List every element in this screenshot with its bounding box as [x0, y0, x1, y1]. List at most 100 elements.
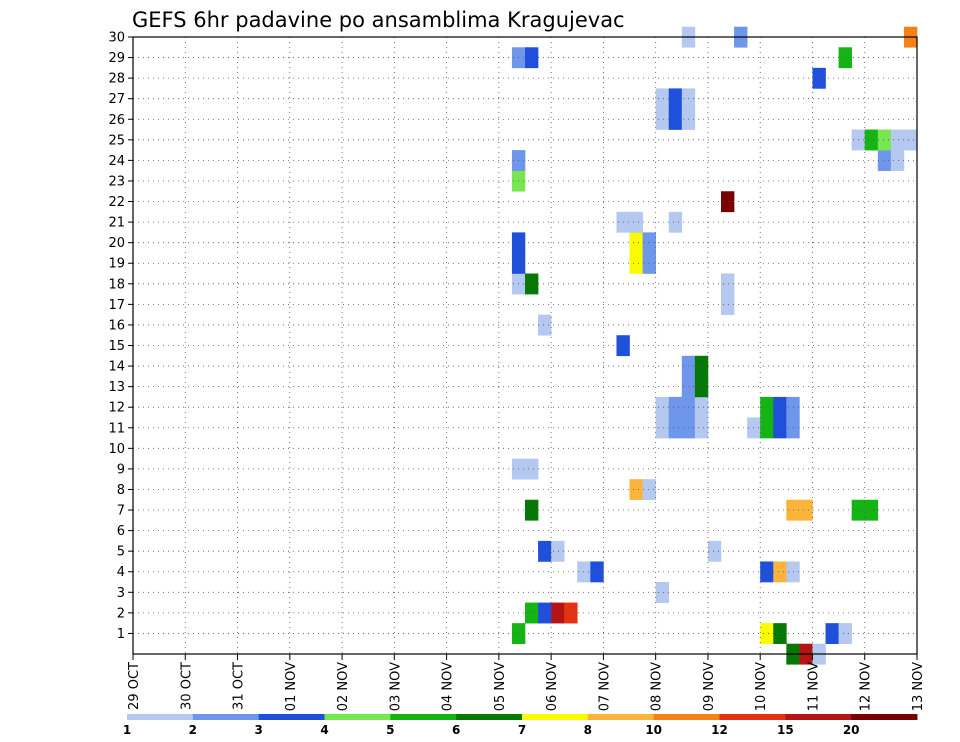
heatmap-cell	[799, 499, 813, 521]
heatmap-cell	[707, 540, 722, 562]
colorbar-segment	[719, 714, 786, 720]
colorbar-segment	[127, 714, 194, 720]
heatmap-cell	[642, 479, 656, 501]
heatmap-cell	[668, 211, 683, 233]
heatmap-cell	[538, 540, 552, 562]
heatmap-cell	[551, 602, 565, 624]
y-tick-label: 19	[108, 257, 125, 272]
colorbar-segment	[522, 714, 589, 720]
heatmap-cell	[864, 499, 879, 521]
heatmap-cell	[721, 273, 735, 295]
heatmap-cell	[538, 314, 552, 336]
colorbar-segment	[851, 714, 918, 720]
heatmap-cell	[694, 376, 709, 398]
heatmap-cell	[864, 129, 879, 151]
heatmap-cell	[655, 582, 670, 603]
heatmap-cell	[629, 232, 643, 254]
x-tick-label: 12 NOV	[859, 662, 874, 711]
heatmap-cell	[564, 602, 578, 624]
y-tick-label: 7	[117, 504, 125, 519]
heatmap-cell	[877, 129, 892, 151]
y-tick-label: 15	[108, 339, 125, 354]
x-axis-ticks: 29 OCT 30 OCT 31 OCT 01 NOV 02 NOV 03 NOV 04 N…	[127, 654, 926, 711]
heatmap-cell	[773, 561, 787, 583]
heatmap-cell	[773, 417, 787, 439]
heatmap-cell	[838, 623, 852, 645]
heatmap-cell	[838, 47, 852, 69]
y-tick-label: 2	[117, 606, 125, 621]
x-tick-label: 10 NOV	[754, 662, 769, 711]
colorbar-label: 12	[711, 723, 728, 737]
heatmap-cell	[890, 150, 905, 171]
heatmap-cell	[760, 561, 774, 583]
y-tick-label: 20	[108, 236, 125, 251]
colorbar-label: 4	[320, 723, 328, 737]
heatmap-cell	[903, 129, 918, 151]
heatmap-cell	[890, 129, 905, 151]
x-tick-label: 06 NOV	[545, 662, 560, 711]
heatmap-cell	[825, 623, 839, 645]
heatmap-cell	[590, 561, 604, 583]
heatmap-cell	[629, 211, 643, 233]
x-tick-label: 04 NOV	[441, 662, 456, 711]
heatmap-cell	[655, 396, 670, 418]
heatmap-cell	[642, 232, 656, 254]
grid-lines	[133, 36, 917, 654]
heatmap-cells	[511, 26, 918, 665]
y-tick-label: 12	[108, 401, 125, 416]
heatmap-cell	[694, 355, 709, 377]
heatmap-cell	[525, 273, 539, 295]
y-tick-label: 5	[117, 545, 125, 560]
y-tick-label: 22	[108, 195, 125, 210]
heatmap-cell	[655, 417, 670, 439]
y-tick-label: 1	[117, 627, 125, 642]
colorbar-segment	[192, 714, 260, 720]
x-tick-label: 09 NOV	[702, 662, 717, 711]
heatmap-cell	[773, 396, 787, 418]
y-tick-label: 18	[108, 277, 125, 292]
heatmap-cell	[525, 458, 539, 480]
colorbar-label: 3	[254, 723, 262, 737]
y-tick-label: 9	[117, 462, 125, 477]
x-tick-label: 07 NOV	[597, 662, 612, 711]
y-tick-label: 24	[108, 154, 125, 169]
x-tick-label: 05 NOV	[493, 662, 508, 711]
x-tick-label: 02 NOV	[336, 662, 351, 711]
heatmap-cell	[525, 499, 539, 521]
colorbar-label: 20	[843, 723, 860, 737]
y-tick-label: 21	[108, 216, 125, 231]
x-tick-label: 01 NOV	[284, 662, 299, 711]
heatmap-cell	[760, 396, 774, 418]
heatmap-cell	[760, 623, 774, 645]
colorbar-label: 8	[584, 723, 592, 737]
x-tick-label: 30 OCT	[179, 662, 194, 710]
y-tick-label: 30	[108, 31, 125, 46]
heatmap-cell	[655, 108, 670, 130]
y-tick-label: 29	[108, 51, 125, 66]
y-tick-label: 4	[117, 565, 125, 580]
heatmap-cell	[721, 191, 735, 213]
heatmap-cell	[877, 150, 892, 171]
y-tick-label: 14	[108, 360, 125, 375]
y-tick-label: 10	[108, 442, 125, 457]
heatmap-cell	[668, 88, 683, 110]
x-tick-label: 11 NOV	[806, 662, 821, 711]
y-tick-label: 27	[108, 92, 125, 107]
colorbar-segment	[324, 714, 391, 720]
colorbar-label: 6	[452, 723, 460, 737]
x-tick-label: 03 NOV	[388, 662, 403, 711]
y-tick-label: 28	[108, 72, 125, 87]
heatmap-cell	[668, 108, 683, 130]
x-tick-label: 29 OCT	[127, 662, 142, 710]
x-tick-label: 08 NOV	[650, 662, 665, 711]
heatmap-cell	[773, 623, 787, 645]
heatmap-cell	[668, 417, 683, 439]
y-tick-label: 8	[117, 483, 125, 498]
colorbar: 1 2 3 4 5 6 7 8 10 12 15 20	[123, 714, 918, 737]
heatmap-cell	[668, 396, 683, 418]
y-tick-label: 6	[117, 524, 125, 539]
heatmap-cell	[812, 67, 826, 89]
colorbar-segment	[390, 714, 457, 720]
colorbar-segment	[258, 714, 325, 720]
heatmap-cell	[760, 417, 774, 439]
